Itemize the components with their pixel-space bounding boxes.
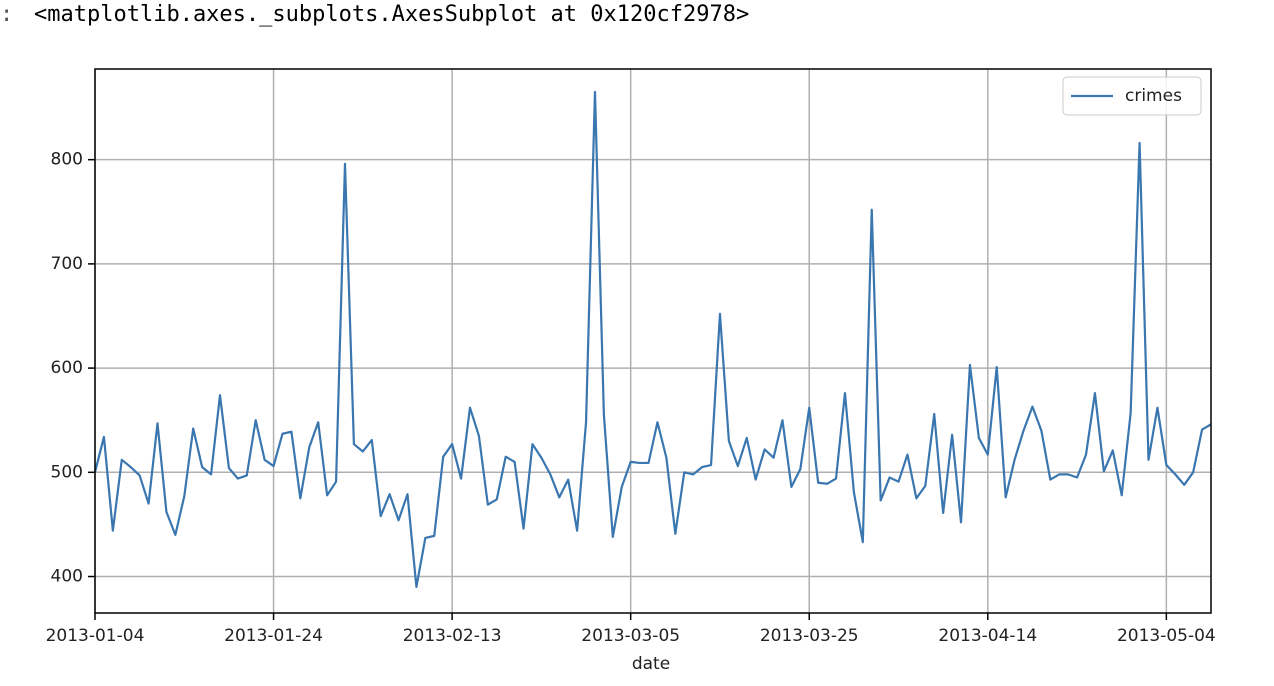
line: [93, 90, 1212, 589]
legend-label: crimes: [1125, 86, 1182, 106]
y-tick-label: 700: [51, 254, 83, 274]
x-axis-label: date: [632, 654, 670, 674]
plot-frame: [94, 68, 1212, 614]
x-tick-label: 2013-01-24: [224, 626, 323, 646]
x-tick-label: 2013-02-13: [403, 626, 502, 646]
output-text: <matplotlib.axes._subplots.AxesSubplot a…: [34, 2, 750, 27]
x-tick-label: 2013-03-25: [760, 626, 859, 646]
y-tick-label: 500: [51, 462, 83, 482]
y-tick-label: 600: [51, 358, 83, 378]
legend: crimes: [1062, 76, 1202, 116]
x-tick-label: 2013-05-04: [1117, 626, 1216, 646]
legend-box: [1062, 76, 1202, 116]
x-tick-label: 2013-01-04: [46, 626, 145, 646]
y-tick-label: 400: [51, 567, 83, 587]
cell-prompt: :: [0, 2, 14, 27]
y-tick-label: 800: [51, 150, 83, 170]
x-tick-label: 2013-04-14: [938, 626, 1037, 646]
x-tick-label: 2013-03-05: [581, 626, 680, 646]
